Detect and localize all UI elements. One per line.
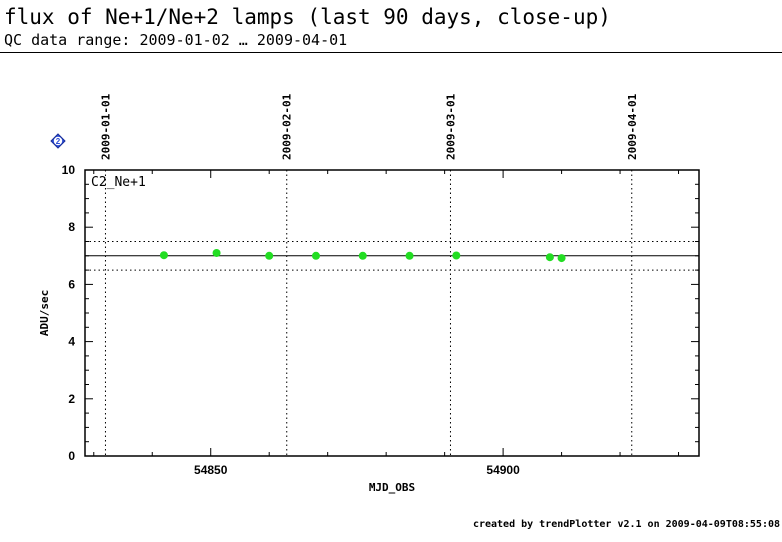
date-marker-label: 2009-01-01 bbox=[99, 93, 112, 160]
y-tick-label: 2 bbox=[68, 392, 75, 406]
data-point bbox=[358, 251, 367, 260]
date-markers: 2009-01-01 2009-02-01 2009-03-01 2009-04-01 bbox=[99, 93, 639, 456]
data-point bbox=[405, 251, 414, 260]
data-point bbox=[212, 248, 221, 257]
date-marker-label: 2009-04-01 bbox=[626, 93, 639, 160]
y-axis-label: ADU/sec bbox=[38, 290, 51, 336]
date-marker-label: 2009-03-01 bbox=[444, 93, 457, 160]
data-point bbox=[311, 251, 320, 260]
reference-lines bbox=[85, 241, 699, 271]
data-point bbox=[265, 251, 274, 260]
y-tick-label: 10 bbox=[62, 163, 76, 177]
badge-label: 2 bbox=[56, 137, 61, 146]
axis-labels: 0 2 4 6 8 10 54850 54900 MJD_OBS ADU/sec C2_Ne+1 2 bbox=[38, 133, 520, 494]
y-tick-label: 4 bbox=[68, 335, 75, 349]
y-tick-label: 0 bbox=[68, 449, 75, 463]
page-subtitle: QC data range: 2009-01-02 … 2009-04-01 bbox=[4, 31, 348, 49]
date-marker-label: 2009-02-01 bbox=[281, 93, 294, 160]
panel-label: C2_Ne+1 bbox=[91, 175, 146, 190]
data-point bbox=[159, 251, 168, 260]
data-point bbox=[557, 254, 566, 263]
data-point bbox=[545, 253, 554, 262]
plot-frame bbox=[84, 169, 700, 457]
axes bbox=[84, 169, 700, 457]
data-point bbox=[452, 251, 461, 260]
y-tick-label: 6 bbox=[68, 277, 75, 291]
x-tick-label: 54850 bbox=[194, 463, 228, 477]
footer-credit: created by trendPlotter v2.1 on 2009-04-… bbox=[472, 519, 780, 530]
data-points bbox=[159, 248, 566, 263]
page-title: flux of Ne+1/Ne+2 lamps (last 90 days, c… bbox=[4, 5, 611, 29]
x-tick-label: 54900 bbox=[486, 463, 520, 477]
x-axis-label: MJD_OBS bbox=[369, 481, 415, 494]
y-tick-label: 8 bbox=[68, 220, 75, 234]
title-divider bbox=[0, 52, 782, 53]
badge-inner bbox=[53, 136, 63, 146]
